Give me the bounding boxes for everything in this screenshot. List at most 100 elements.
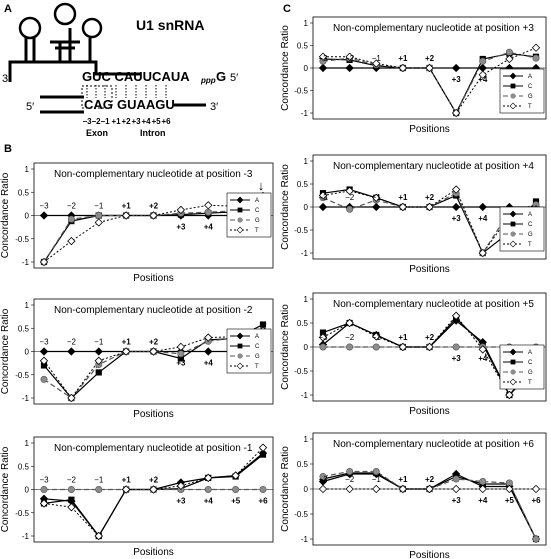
point-T	[149, 485, 158, 494]
point-T	[204, 333, 213, 342]
legend-label-G: G	[255, 354, 260, 360]
y-tick-label: -1	[301, 535, 309, 544]
point-T	[451, 311, 461, 320]
chart-title: Non-complementary nucleotide at position…	[333, 299, 534, 310]
point-G	[479, 477, 487, 485]
legend-marker-A	[236, 196, 244, 204]
point-C	[95, 369, 102, 376]
point-T	[531, 484, 541, 494]
point-C	[259, 451, 267, 458]
legend-label-G: G	[528, 94, 533, 100]
y-tick-label: 0	[25, 486, 30, 495]
u1-snrna-diagram: U1 snRNA 3′ GUC CAUUCAUA ppp G 5′ 5′ CAG…	[2, 2, 238, 138]
legend-label-T: T	[528, 242, 532, 248]
point-T	[39, 257, 49, 267]
position-label: +2	[149, 476, 159, 485]
legend-label-C: C	[528, 360, 533, 366]
point-T	[121, 347, 131, 356]
legend-marker-A	[509, 72, 517, 80]
position-label: +2	[425, 333, 435, 342]
position-label: +1	[398, 475, 408, 484]
point-T	[67, 236, 76, 246]
position-label: +3	[452, 75, 462, 84]
position-label: +1	[398, 54, 408, 63]
diagram-positions: −3 −2 −1 +1 +2 +3 +4 +5 +6	[82, 117, 171, 126]
y-tick-label: 0	[304, 343, 309, 352]
point-G	[372, 343, 380, 351]
position-label: +2	[149, 338, 159, 347]
point-A	[39, 211, 49, 220]
panel-letter-c: C	[283, 3, 291, 15]
position-label: +3	[452, 496, 462, 505]
x-axis-label: Positions	[409, 406, 450, 417]
point-T	[318, 52, 328, 61]
point-T	[451, 185, 461, 194]
point-T	[398, 342, 408, 352]
point-A	[451, 63, 461, 73]
position-label: −3	[318, 54, 328, 63]
series-line-T	[322, 315, 537, 396]
position-label: −1	[372, 54, 382, 63]
diagram-position-label: −1	[100, 117, 110, 126]
point-A	[478, 202, 487, 212]
y-tick-label: -0.5	[15, 509, 29, 518]
position-label: +4	[204, 359, 214, 368]
chart-title: Non-complementary nucleotide at position…	[54, 305, 253, 316]
chart-5: 1 0.5 0 -0.5 -1 Non-complementary nucleotide …	[280, 292, 547, 417]
point-G	[95, 485, 103, 493]
point-T	[478, 345, 487, 354]
diagram-position-label: −3	[82, 117, 92, 126]
position-label: +3	[452, 354, 462, 363]
legend-label-T: T	[255, 228, 259, 234]
y-axis-label: Concordance Ratio	[280, 304, 291, 390]
x-axis-label: Positions	[133, 547, 174, 558]
point-T	[398, 202, 408, 212]
point-T	[398, 63, 408, 73]
position-label: +4	[478, 214, 488, 223]
y-axis-label: Concordance Ratio	[280, 25, 291, 111]
u1-title: U1 snRNA	[136, 17, 204, 33]
panel-letter-b: B	[4, 143, 12, 155]
y-tick-label: 0.5	[297, 319, 309, 328]
point-T	[372, 332, 381, 341]
position-label: −2	[345, 333, 355, 342]
y-axis-label: Concordance Ratio	[280, 164, 291, 250]
chart-1: 1 0.5 0 -0.5 -1 Non-complementary nucleotide …	[0, 298, 274, 420]
y-tick-label: 0.5	[297, 42, 309, 51]
position-label: −2	[67, 338, 77, 347]
point-G	[204, 208, 212, 216]
legend-label-T: T	[255, 364, 259, 370]
legend-marker-T	[236, 226, 244, 234]
position-label: +5	[505, 496, 515, 505]
point-G	[40, 485, 48, 493]
position-label: +4	[204, 497, 214, 506]
legend-marker-G	[237, 353, 243, 359]
point-G	[67, 485, 75, 493]
point-T	[345, 484, 354, 494]
diagram-position-label: +5	[151, 117, 161, 126]
y-tick-label: -1	[301, 109, 309, 118]
concordance-charts: 1 0.5 0 -0.5 -1 Non-complementary nucleotide …	[0, 16, 547, 559]
point-T	[318, 333, 328, 342]
point-T	[149, 347, 158, 356]
legend-label-C: C	[528, 84, 533, 90]
position-label: +3	[176, 223, 186, 232]
position-label: +2	[149, 202, 159, 211]
legend-label-G: G	[528, 370, 533, 376]
point-G	[346, 343, 354, 351]
point-T	[318, 191, 328, 200]
y-tick-label: -1	[22, 258, 30, 267]
chart-title: Non-complementary nucleotide at position…	[333, 161, 534, 172]
y-tick-label: -1	[301, 249, 309, 258]
position-label: +2	[425, 54, 435, 63]
y-tick-label: 1	[304, 295, 309, 304]
point-T	[94, 531, 103, 541]
point-A	[94, 347, 103, 356]
position-label: +3	[176, 359, 186, 368]
u1-g: G	[216, 69, 226, 84]
y-tick-label: -0.5	[294, 87, 308, 96]
position-label: −3	[318, 333, 328, 342]
point-T	[372, 193, 381, 202]
point-G	[319, 472, 327, 480]
